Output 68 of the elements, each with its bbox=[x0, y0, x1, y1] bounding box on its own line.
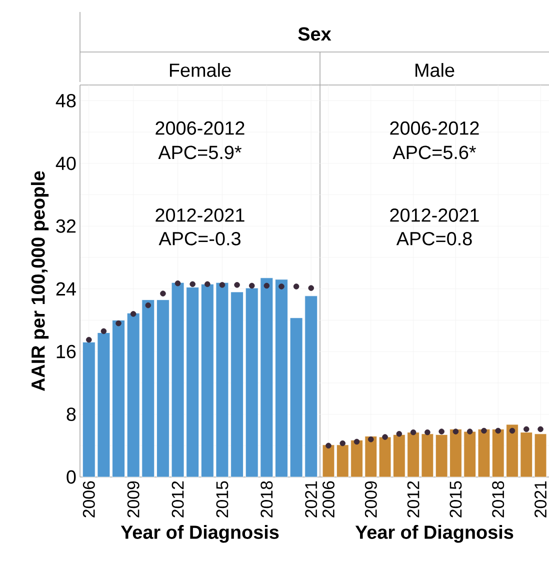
point bbox=[410, 429, 416, 436]
y-tick-label: 32 bbox=[56, 219, 76, 233]
annotation: 2012-2021 bbox=[156, 208, 244, 222]
x-tick-label: 2015 bbox=[450, 481, 462, 518]
y-tick-label: 40 bbox=[56, 156, 76, 170]
x-tick-label: 2018 bbox=[492, 481, 504, 518]
bar bbox=[322, 444, 335, 478]
point bbox=[174, 280, 181, 286]
point bbox=[340, 440, 346, 446]
point bbox=[523, 426, 530, 432]
point bbox=[382, 434, 388, 440]
point bbox=[424, 429, 430, 436]
y-axis-title: AAIR per 100,000 people bbox=[30, 171, 49, 391]
point bbox=[368, 436, 374, 442]
x-tick-label: 2009 bbox=[364, 481, 377, 518]
x-tick-label: 2012 bbox=[172, 481, 184, 518]
x-axis-title: Year of Diagnosis bbox=[355, 525, 514, 543]
annotation: 2006-2012 bbox=[390, 121, 479, 135]
point bbox=[278, 284, 284, 290]
x-tick-label: 2012 bbox=[407, 481, 420, 518]
point bbox=[234, 282, 240, 288]
point bbox=[293, 284, 300, 290]
point bbox=[248, 282, 255, 289]
chart-title: Male bbox=[416, 63, 454, 77]
point bbox=[509, 428, 516, 434]
annotation: APC=5.6* bbox=[392, 146, 476, 160]
annotation: APC=5.9* bbox=[158, 146, 242, 160]
point bbox=[219, 282, 226, 288]
x-tick-label: 2009 bbox=[127, 481, 140, 518]
text: Sex bbox=[298, 27, 332, 41]
x-tick-label: 2018 bbox=[260, 481, 273, 518]
point bbox=[481, 428, 487, 434]
annotation: 2012-2021 bbox=[390, 208, 479, 222]
x-tick-label: 2021 bbox=[305, 481, 318, 518]
point bbox=[308, 285, 314, 291]
bar bbox=[534, 434, 547, 478]
point bbox=[86, 336, 92, 343]
point bbox=[145, 302, 152, 308]
y-tick-label: 24 bbox=[56, 282, 76, 296]
point bbox=[538, 426, 544, 432]
point bbox=[100, 328, 107, 334]
point bbox=[354, 438, 360, 445]
x-tick-label: 2006 bbox=[82, 481, 95, 518]
point bbox=[396, 430, 402, 437]
point bbox=[190, 281, 196, 288]
x-tick-label: 2015 bbox=[216, 481, 228, 518]
bar bbox=[275, 279, 288, 478]
point bbox=[452, 428, 459, 434]
point bbox=[160, 290, 166, 296]
point bbox=[264, 282, 270, 289]
point bbox=[326, 442, 332, 449]
point bbox=[116, 320, 122, 326]
x-tick-label: 2021 bbox=[534, 481, 547, 518]
y-tick-label: 16 bbox=[56, 344, 76, 358]
point bbox=[438, 428, 444, 434]
y-tick-label: 48 bbox=[56, 94, 76, 108]
x-axis-title: Year of Diagnosis bbox=[120, 525, 279, 543]
x-tick-label: 2006 bbox=[322, 481, 334, 518]
chart-title: Female bbox=[170, 63, 231, 77]
y-tick-label: 8 bbox=[66, 408, 76, 421]
annotation: 2006-2012 bbox=[156, 121, 244, 135]
annotation: APC=0.8 bbox=[396, 232, 472, 246]
y-tick-label: 0 bbox=[66, 470, 76, 484]
annotation: APC=-0.3 bbox=[158, 232, 240, 246]
point bbox=[495, 428, 502, 434]
point bbox=[204, 281, 210, 288]
point bbox=[130, 311, 136, 317]
point bbox=[466, 428, 473, 434]
